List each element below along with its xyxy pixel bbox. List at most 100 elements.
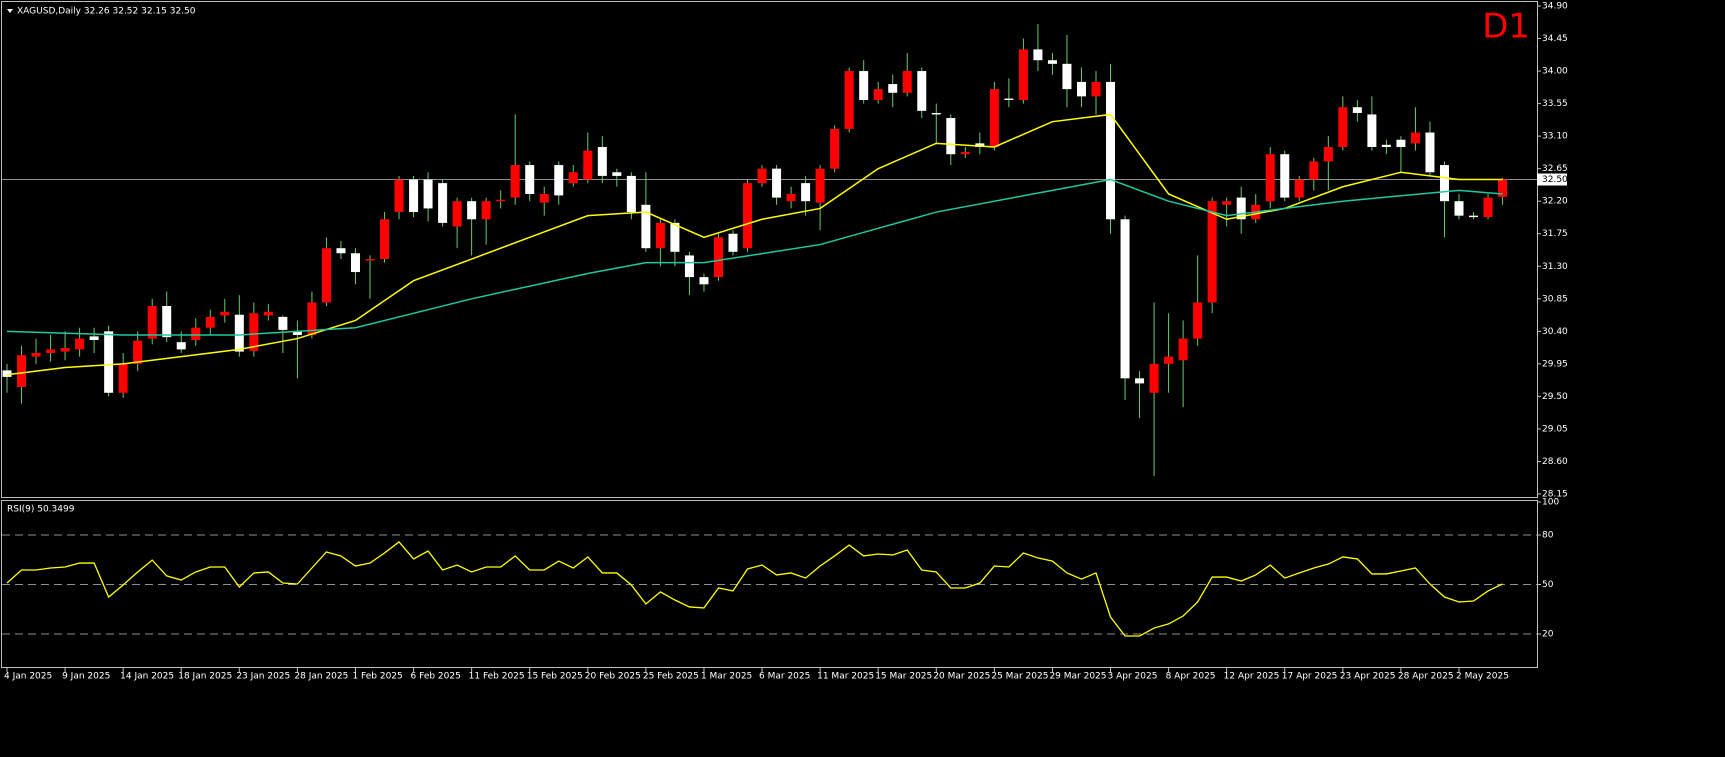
candle-body	[467, 201, 477, 220]
y-tick-label: 29.05	[1542, 424, 1568, 434]
x-tick-label: 20 Mar 2025	[933, 672, 990, 682]
x-tick-label: 23 Jan 2025	[236, 672, 290, 682]
x-tick-label: 14 Jan 2025	[120, 672, 174, 682]
candle-body	[1309, 161, 1319, 180]
candle-body	[496, 199, 506, 202]
candle-body	[626, 175, 636, 213]
x-tick-label: 29 Mar 2025	[1049, 672, 1106, 682]
candle-body	[220, 311, 230, 316]
candle-body	[1076, 81, 1086, 97]
candle-body	[75, 338, 85, 350]
candle-body	[583, 150, 593, 180]
candle-body	[2, 370, 12, 377]
candle-body	[844, 71, 854, 129]
candle-body	[1498, 179, 1508, 197]
candle-body	[104, 331, 114, 393]
x-tick-label: 28 Jan 2025	[294, 672, 348, 682]
candle-body	[1425, 132, 1435, 173]
candle-body	[597, 146, 607, 176]
y-tick-label: 33.10	[1542, 132, 1568, 142]
moving-average	[6, 113, 1503, 376]
candle-body	[438, 183, 448, 223]
x-tick-label: 15 Mar 2025	[875, 672, 932, 682]
x-tick-label: 18 Jan 2025	[178, 672, 232, 682]
candle-body	[1280, 154, 1290, 198]
candle-body	[1454, 201, 1464, 216]
menu-arrow	[7, 9, 13, 13]
candle-body	[655, 222, 665, 249]
y-tick-label: 30.85	[1542, 294, 1568, 304]
y-tick-label: 34.90	[1542, 2, 1568, 12]
x-tick-label: 11 Feb 2025	[469, 672, 525, 682]
x-tick-label: 2 May 2025	[1456, 672, 1509, 682]
candle-body	[699, 277, 709, 285]
candle-body	[554, 165, 564, 196]
candle-body	[162, 306, 172, 338]
candle-body	[684, 255, 694, 278]
x-tick-label: 23 Apr 2025	[1340, 672, 1396, 682]
x-tick-label: 6 Mar 2025	[759, 672, 810, 682]
candle-body	[263, 311, 273, 316]
candle-body	[394, 179, 404, 213]
candle-body	[786, 193, 796, 202]
x-tick-label: 1 Mar 2025	[701, 672, 752, 682]
candle-body	[568, 172, 578, 184]
candle-body	[989, 89, 999, 147]
x-tick-label: 6 Feb 2025	[411, 672, 461, 682]
candle-body	[743, 183, 753, 249]
y-tick-label: 33.55	[1542, 99, 1568, 109]
candle-body	[365, 259, 375, 261]
x-tick-label: 4 Jan 2025	[4, 672, 52, 682]
candle-body	[1222, 201, 1232, 205]
candle-body	[46, 349, 56, 354]
x-tick-label: 1 Feb 2025	[352, 672, 402, 682]
candle-body	[1135, 378, 1145, 384]
candle-body	[815, 168, 825, 203]
y-tick-label: 100	[1542, 498, 1559, 508]
candle-body	[1338, 107, 1348, 147]
candle-body	[1091, 81, 1101, 97]
timeframe: D1	[1482, 7, 1530, 47]
candle-body	[89, 336, 99, 341]
candle-body	[1018, 49, 1028, 100]
candle-body	[350, 253, 360, 273]
candle-body	[1149, 363, 1159, 393]
x-tick-label: 8 Apr 2025	[1166, 672, 1216, 682]
candle-body	[801, 183, 811, 202]
candle-body	[772, 168, 782, 198]
candle-body	[423, 179, 433, 209]
candle-body	[409, 179, 419, 213]
candle-body	[321, 248, 331, 303]
x-tick-label: 20 Feb 2025	[585, 672, 641, 682]
candle-body	[481, 201, 491, 220]
candle-body	[902, 71, 912, 93]
current-price-label: 32.50	[1542, 175, 1568, 185]
rsi-line	[6, 541, 1503, 637]
x-tick-label: 9 Jan 2025	[62, 672, 110, 682]
candle-body	[1367, 114, 1377, 147]
candle-body	[1207, 201, 1217, 303]
candle-body	[1193, 302, 1203, 339]
x-tick-label: 15 Feb 2025	[527, 672, 583, 682]
candle-body	[234, 314, 244, 352]
y-tick-label: 32.20	[1542, 197, 1568, 207]
candle-body	[1120, 219, 1130, 379]
candle-body	[191, 327, 201, 341]
candle-body	[1294, 179, 1304, 198]
y-tick-label: 28.60	[1542, 457, 1568, 467]
candle-body	[859, 71, 869, 100]
candle-body	[888, 84, 898, 93]
candle-body	[946, 118, 956, 155]
candle-body	[1106, 81, 1116, 220]
x-tick-label: 25 Mar 2025	[991, 672, 1048, 682]
candle-body	[176, 342, 186, 350]
candle-body	[1047, 60, 1057, 64]
rsi-legend: RSI(9) 50.3499	[7, 505, 75, 515]
candle-body	[118, 363, 128, 393]
candle-body	[1033, 49, 1043, 61]
moving-average	[6, 178, 1503, 336]
candle-body	[728, 233, 738, 252]
candle-body	[336, 248, 346, 254]
x-tick-label: 17 Apr 2025	[1282, 672, 1338, 682]
